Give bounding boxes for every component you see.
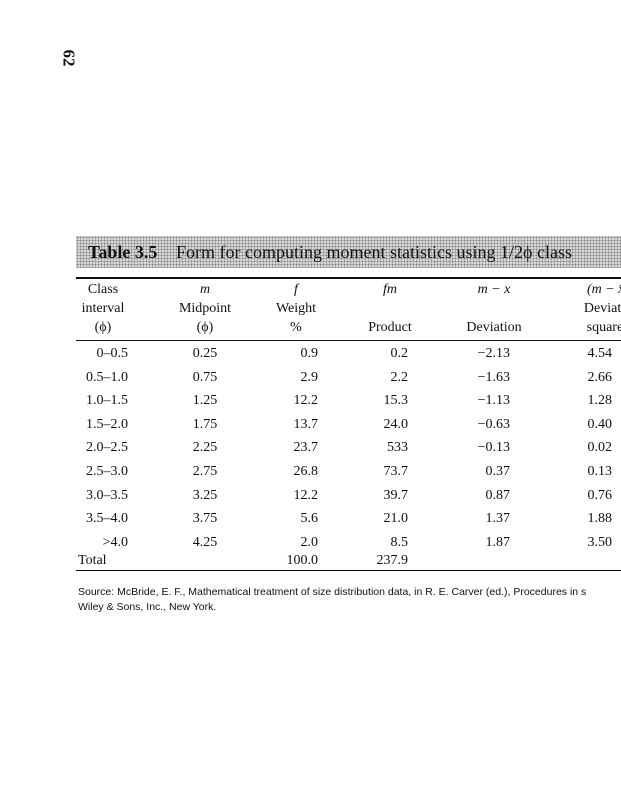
column-header: fm: [383, 282, 397, 297]
column-header: f: [294, 282, 298, 297]
table-cell: 3.50: [587, 534, 613, 550]
column-header: (ϕ): [196, 320, 214, 335]
table-cell: 2.5–3.0: [86, 464, 128, 479]
table-cell: 5.6: [300, 511, 319, 527]
table-cell: 2.66: [587, 369, 613, 385]
table-cell: 1.88: [587, 511, 613, 527]
table-cell: 0.5–1.0: [86, 369, 128, 385]
table-cell: 3.25: [192, 487, 218, 503]
table-cell: 0.37: [485, 464, 511, 479]
table-cell: 3.5–4.0: [86, 511, 128, 527]
table-cell: 4.25: [192, 534, 218, 550]
table-cell: 23.7: [293, 440, 319, 456]
table-cell: −0.13: [477, 440, 510, 456]
table-cell: 1.5–2.0: [86, 416, 128, 432]
table-cell: 3.75: [192, 511, 218, 527]
table-cell: 533: [387, 440, 408, 456]
table-cell: 2.0: [300, 534, 319, 550]
table-cell: 15.3: [383, 393, 409, 409]
table-cell: 0.02: [587, 440, 613, 456]
column-header: Deviation: [466, 320, 522, 335]
column-header: Product: [368, 320, 412, 335]
table-cell: 1.37: [485, 511, 511, 527]
table-cell: 0.2: [390, 346, 409, 361]
table-cell: 21.0: [383, 511, 409, 527]
column-header: squarec: [586, 320, 621, 335]
table-cell: 12.2: [293, 487, 319, 503]
column-header: (ϕ): [94, 320, 112, 335]
table-cell: 24.0: [383, 416, 409, 432]
column-header: %: [290, 320, 302, 335]
table-cell: 3.0–3.5: [86, 487, 128, 503]
table-cell: 0.76: [587, 487, 613, 503]
total-cell: 237.9: [376, 553, 409, 568]
table-cell: 2.75: [192, 464, 218, 479]
table-cell: −2.13: [477, 346, 510, 361]
total-cell: 100.0: [286, 553, 319, 568]
source-line: Source: McBride, E. F., Mathematical tre…: [78, 586, 587, 598]
table-cell: −1.13: [477, 393, 510, 409]
table-cell: 39.7: [383, 487, 409, 503]
column-header: (m − x̄): [586, 282, 621, 297]
table-label: Table 3.5: [88, 242, 158, 262]
table-cell: 1.87: [485, 534, 511, 550]
column-header: Weight: [275, 301, 317, 316]
table-cell: −0.63: [477, 416, 510, 432]
rule: [76, 570, 621, 571]
table-title: Form for computing moment statistics usi…: [176, 242, 572, 262]
table-cell: 12.2: [293, 393, 319, 409]
column-header: Deviatio: [583, 301, 621, 316]
column-header: Midpoint: [178, 301, 232, 316]
table-cell: 2.25: [192, 440, 218, 456]
table-cell: 0.13: [587, 464, 613, 479]
column-header: m: [199, 282, 211, 297]
table-cell: 1.75: [192, 416, 218, 432]
table-cell: 0.87: [485, 487, 511, 503]
total-label: Total: [78, 553, 107, 568]
table-cell: 26.8: [293, 464, 319, 479]
table-cell: 2.0–2.5: [86, 440, 128, 456]
table-cell: 1.28: [587, 393, 613, 409]
column-header: Class: [87, 282, 119, 297]
table-cell: 1.25: [192, 393, 218, 409]
table-title-bar: Table 3.5 Form for computing moment stat…: [76, 236, 621, 268]
page-number: 62: [59, 49, 79, 67]
table-cell: 1.0–1.5: [86, 393, 128, 409]
table-cell: 4.54: [587, 346, 613, 361]
table-cell: 2.2: [390, 369, 409, 385]
source-line: Wiley & Sons, Inc., New York.: [78, 601, 217, 613]
table-cell: 0.25: [192, 346, 218, 361]
table-cell: 0.9: [300, 346, 319, 361]
table-cell: 13.7: [293, 416, 319, 432]
column-header: interval: [81, 301, 125, 316]
column-header: m − x: [477, 282, 511, 297]
table-cell: 0.40: [587, 416, 613, 432]
rule: [76, 277, 621, 279]
table-cell: >4.0: [102, 534, 128, 550]
table-cell: 0.75: [192, 369, 218, 385]
table-cell: 8.5: [390, 534, 409, 550]
table-cell: 0–0.5: [96, 346, 129, 361]
table-cell: −1.63: [477, 369, 510, 385]
table-cell: 73.7: [383, 464, 409, 479]
table-cell: 2.9: [300, 369, 319, 385]
rule: [76, 340, 621, 341]
